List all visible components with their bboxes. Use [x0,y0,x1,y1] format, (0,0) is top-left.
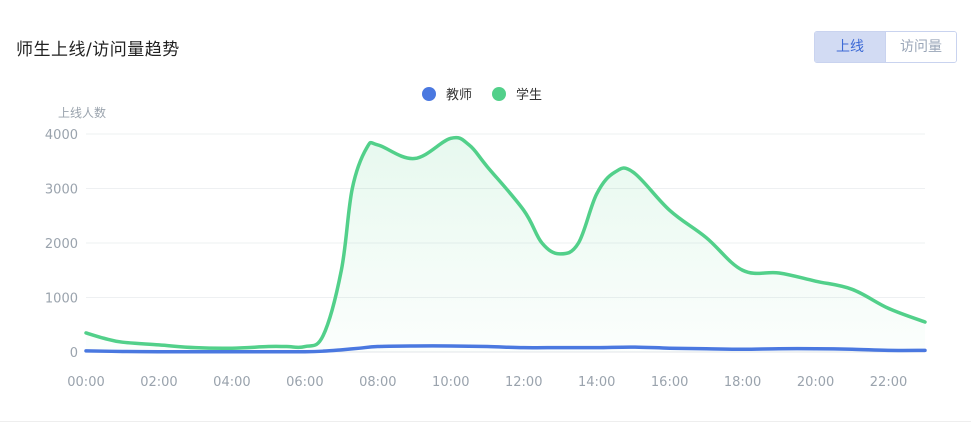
toggle-online-button[interactable]: 上线 [815,32,885,62]
y-tick-label: 0 [70,346,78,361]
series-area-student [86,137,925,352]
toggle-visits-button[interactable]: 访问量 [885,32,956,62]
chart-legend: 教师 学生 [422,84,562,103]
x-tick-label: 10:00 [432,375,469,390]
y-tick-label: 3000 [45,183,78,198]
legend-label-teacher: 教师 [446,88,473,103]
y-tick-labels: 0 1000 2000 3000 4000 [45,128,78,361]
legend-item-teacher[interactable]: 教师 [422,84,472,103]
y-tick-label: 1000 [45,292,78,307]
x-tick-label: 02:00 [140,375,177,390]
x-tick-label: 08:00 [359,375,396,390]
x-tick-label: 12:00 [505,375,542,390]
legend-item-student[interactable]: 学生 [492,84,542,103]
chart-title: 师生上线/访问量趋势 [16,40,180,60]
legend-label-student: 学生 [516,88,543,103]
y-tick-label: 2000 [45,237,78,252]
x-tick-label: 22:00 [870,375,907,390]
x-tick-label: 06:00 [286,375,323,390]
x-tick-label: 04:00 [213,375,250,390]
x-tick-label: 20:00 [797,375,834,390]
metric-toggle[interactable]: 上线 访问量 [814,31,957,63]
x-tick-label: 00:00 [67,375,104,390]
legend-dot-teacher [422,86,436,101]
series-line-teacher [84,344,927,354]
legend-dot-student [492,86,507,101]
series-line-student [84,135,927,351]
series-layer [84,135,927,354]
x-tick-label: 16:00 [651,375,688,390]
y-axis-label: 上线人数 [58,106,107,120]
bottom-divider [0,421,971,422]
x-tick-label: 18:00 [724,375,761,390]
y-tick-label: 4000 [45,128,78,143]
x-tick-label: 14:00 [578,375,615,390]
x-tick-labels: 00:00 02:00 04:00 06:00 08:00 10:00 12:00 14:00… [67,375,907,390]
